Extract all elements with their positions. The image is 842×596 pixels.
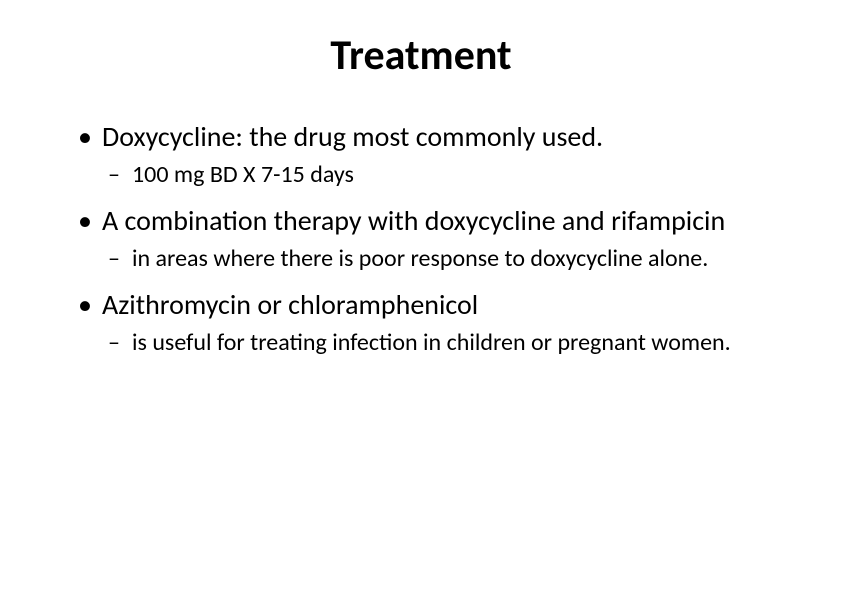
bullet-list: Doxycycline: the drug most commonly used… <box>70 119 772 357</box>
sub-bullet-text: is useful for treating infection in chil… <box>132 328 772 357</box>
sub-bullet-item: in areas where there is poor response to… <box>102 244 772 273</box>
sub-bullet-item: is useful for treating infection in chil… <box>102 328 772 357</box>
slide-title: Treatment <box>70 30 772 81</box>
sub-bullet-list: in areas where there is poor response to… <box>102 244 772 273</box>
sub-bullet-list: is useful for treating infection in chil… <box>102 328 772 357</box>
bullet-item: Doxycycline: the drug most commonly used… <box>70 119 772 189</box>
bullet-text: Doxycycline: the drug most commonly used… <box>102 119 603 154</box>
bullet-item: Azithromycin or chloramphenicol is usefu… <box>70 287 772 357</box>
bullet-text: Azithromycin or chloramphenicol <box>102 287 478 322</box>
sub-bullet-item: 100 mg BD X 7-15 days <box>102 160 772 189</box>
sub-bullet-text: in areas where there is poor response to… <box>132 244 772 273</box>
slide: Treatment Doxycycline: the drug most com… <box>0 0 842 596</box>
bullet-item: A combination therapy with doxycycline a… <box>70 203 772 273</box>
sub-bullet-text: 100 mg BD X 7-15 days <box>132 160 354 189</box>
bullet-text: A combination therapy with doxycycline a… <box>102 203 772 238</box>
sub-bullet-list: 100 mg BD X 7-15 days <box>102 160 772 189</box>
